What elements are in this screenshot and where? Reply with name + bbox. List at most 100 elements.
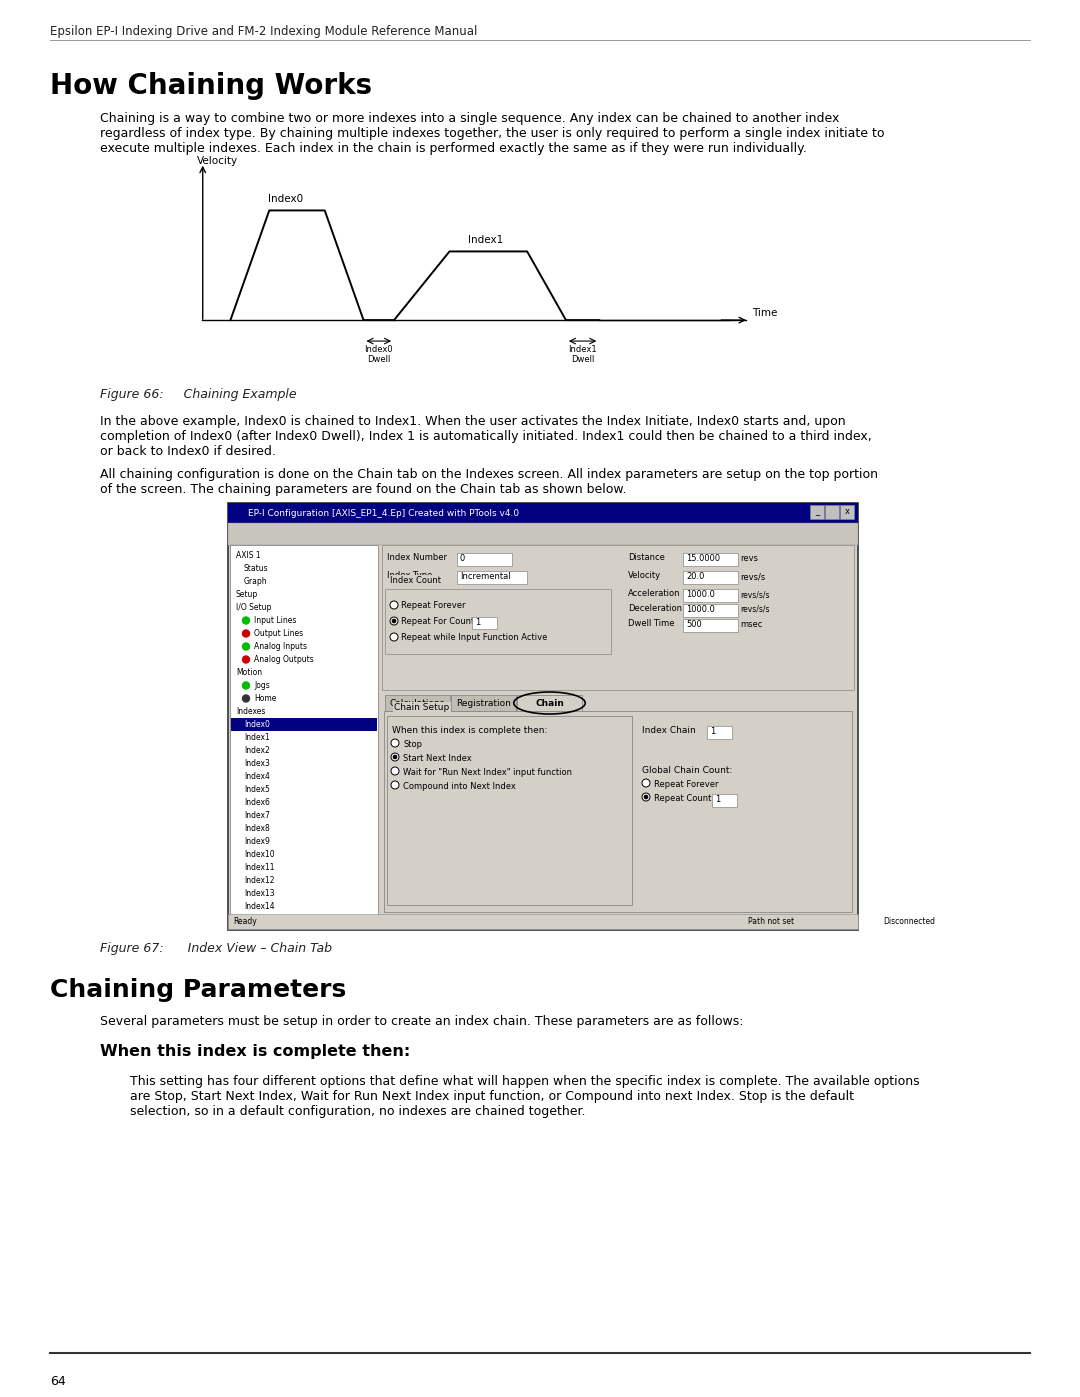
Text: 0: 0	[460, 555, 465, 563]
Text: Time: Time	[752, 309, 778, 319]
Text: Motion: Motion	[237, 668, 262, 678]
Text: When this index is complete then:: When this index is complete then:	[100, 1044, 410, 1059]
Circle shape	[243, 694, 249, 703]
Circle shape	[390, 601, 399, 609]
Text: Index4: Index4	[244, 773, 270, 781]
Text: Input Lines: Input Lines	[254, 616, 296, 624]
Text: Index7: Index7	[244, 812, 270, 820]
Bar	[231, 718, 377, 731]
Text: Incremental: Incremental	[460, 571, 511, 581]
Bar	[228, 503, 858, 522]
Bar	[517, 694, 582, 711]
Text: 1: 1	[475, 617, 481, 627]
Bar	[457, 571, 527, 584]
Text: msec: msec	[740, 620, 762, 629]
Text: Index8: Index8	[244, 824, 270, 833]
Text: Index Type: Index Type	[387, 571, 432, 580]
Circle shape	[243, 617, 249, 624]
Text: Index9: Index9	[244, 837, 270, 847]
Bar	[384, 711, 852, 912]
Text: Chaining Parameters: Chaining Parameters	[50, 978, 347, 1002]
Text: completion of Index0 (after Index0 Dwell), Index 1 is automatically initiated. I: completion of Index0 (after Index0 Dwell…	[100, 430, 872, 443]
Text: Index6: Index6	[244, 798, 270, 807]
Circle shape	[243, 630, 249, 637]
Text: selection, so in a default configuration, no indexes are chained together.: selection, so in a default configuration…	[130, 1105, 585, 1118]
Text: Repeat For Count: Repeat For Count	[401, 617, 474, 626]
Text: Repeat Forever: Repeat Forever	[401, 601, 465, 610]
Text: Setup: Setup	[237, 590, 258, 599]
Text: Index Count: Index Count	[390, 576, 441, 585]
Bar	[707, 726, 732, 739]
Bar	[387, 717, 632, 905]
Text: revs/s/s: revs/s/s	[740, 605, 769, 615]
Bar	[683, 553, 738, 566]
Text: or back to Index0 if desired.: or back to Index0 if desired.	[100, 446, 275, 458]
Circle shape	[243, 643, 249, 650]
Text: Status: Status	[244, 564, 269, 573]
Circle shape	[243, 682, 249, 689]
Bar	[384, 694, 450, 711]
Circle shape	[644, 795, 648, 799]
Text: execute multiple indexes. Each index in the chain is performed exactly the same : execute multiple indexes. Each index in …	[100, 142, 807, 155]
Text: Path not set: Path not set	[748, 916, 794, 925]
Text: x: x	[845, 507, 850, 517]
Bar	[230, 545, 378, 915]
Bar	[712, 793, 737, 807]
Text: Index3: Index3	[244, 759, 270, 768]
Text: I/O Setup: I/O Setup	[237, 604, 271, 612]
Bar	[472, 617, 497, 629]
Text: Global Chain Count:: Global Chain Count:	[642, 766, 732, 775]
Text: Start Next Index: Start Next Index	[403, 754, 472, 763]
Bar	[384, 590, 611, 654]
Text: Home: Home	[254, 694, 276, 703]
Text: 500: 500	[686, 620, 702, 629]
Text: 1: 1	[710, 726, 715, 736]
Text: _: _	[815, 507, 819, 517]
Text: 15.0000: 15.0000	[686, 555, 720, 563]
Text: Dwell Time: Dwell Time	[627, 619, 675, 629]
Text: revs/s: revs/s	[740, 571, 766, 581]
Circle shape	[391, 739, 399, 747]
Text: Compound into Next Index: Compound into Next Index	[403, 782, 516, 791]
Text: 20.0: 20.0	[686, 571, 704, 581]
Text: This setting has four different options that define what will happen when the sp: This setting has four different options …	[130, 1076, 920, 1088]
Text: AXIS 1: AXIS 1	[237, 550, 260, 560]
Bar	[228, 914, 858, 929]
Text: Wait for "Run Next Index" input function: Wait for "Run Next Index" input function	[403, 768, 572, 777]
Text: EP-I Configuration [AXIS_EP1_4.Ep] Created with PTools v4.0: EP-I Configuration [AXIS_EP1_4.Ep] Creat…	[248, 509, 519, 517]
Circle shape	[392, 619, 396, 623]
Circle shape	[391, 767, 399, 775]
Text: Output Lines: Output Lines	[254, 629, 303, 638]
Text: revs: revs	[740, 555, 758, 563]
Bar	[810, 504, 824, 520]
Text: Disconnected: Disconnected	[883, 916, 935, 925]
Text: Index12: Index12	[244, 876, 274, 886]
Text: 1: 1	[715, 795, 720, 805]
Text: are Stop, Start Next Index, Wait for Run Next Index input function, or Compound : are Stop, Start Next Index, Wait for Run…	[130, 1090, 854, 1104]
Circle shape	[393, 754, 397, 759]
Text: Index10: Index10	[244, 849, 274, 859]
Text: Graph: Graph	[244, 577, 268, 585]
Circle shape	[390, 633, 399, 641]
Text: Index Number: Index Number	[387, 553, 447, 562]
Bar	[683, 619, 738, 631]
Text: Jogs: Jogs	[254, 680, 270, 690]
Text: Chain Setup: Chain Setup	[394, 703, 449, 712]
Text: Index0: Index0	[244, 719, 270, 729]
Bar	[840, 504, 854, 520]
Circle shape	[642, 793, 650, 800]
Text: Index5: Index5	[244, 785, 270, 793]
Text: Index11: Index11	[244, 863, 274, 872]
Circle shape	[391, 781, 399, 789]
Circle shape	[390, 617, 399, 624]
Text: Calculations: Calculations	[390, 698, 445, 707]
Text: Index1: Index1	[468, 235, 503, 244]
Text: Index2: Index2	[244, 746, 270, 754]
Text: Deceleration: Deceleration	[627, 604, 681, 613]
Text: Acceleration: Acceleration	[627, 590, 680, 598]
Text: Ready: Ready	[233, 916, 257, 925]
Text: of the screen. The chaining parameters are found on the Chain tab as shown below: of the screen. The chaining parameters a…	[100, 483, 626, 496]
Text: regardless of index type. By chaining multiple indexes together, the user is onl: regardless of index type. By chaining mu…	[100, 127, 885, 140]
Text: Repeat while Input Function Active: Repeat while Input Function Active	[401, 633, 548, 643]
Text: Analog Outputs: Analog Outputs	[254, 655, 314, 664]
